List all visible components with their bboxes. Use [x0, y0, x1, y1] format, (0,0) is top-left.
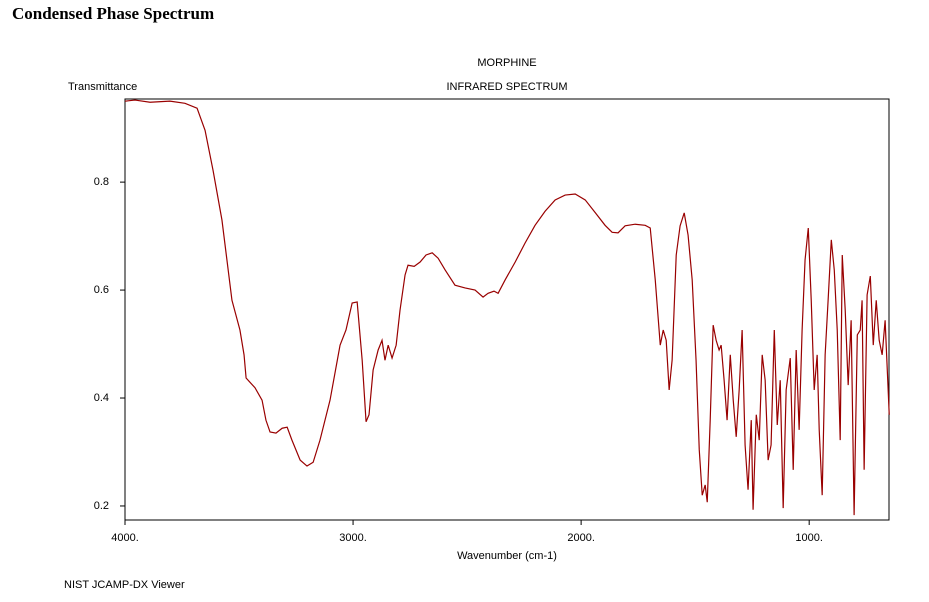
- x-tick-label: 4000.: [111, 532, 139, 544]
- y-tick-label: 0.4: [94, 392, 109, 404]
- page-title: Condensed Phase Spectrum: [12, 4, 215, 23]
- x-tick-label: 3000.: [339, 532, 367, 544]
- chart-subtitle: INFRARED SPECTRUM: [446, 81, 567, 93]
- spectrum-line: [124, 99, 890, 516]
- y-tick-label: 0.6: [94, 284, 109, 296]
- chart-title: MORPHINE: [477, 57, 536, 69]
- x-axis-label: Wavenumber (cm-1): [457, 550, 557, 562]
- y-tick-label: 0.2: [94, 500, 109, 512]
- y-tick-label: 0.8: [94, 176, 109, 188]
- x-tick-label: 2000.: [567, 532, 595, 544]
- plot-frame: [124, 98, 890, 521]
- y-axis-label: Transmittance: [68, 81, 137, 93]
- x-tick-label: 1000.: [795, 532, 823, 544]
- footer-text: NIST JCAMP-DX Viewer: [64, 579, 185, 591]
